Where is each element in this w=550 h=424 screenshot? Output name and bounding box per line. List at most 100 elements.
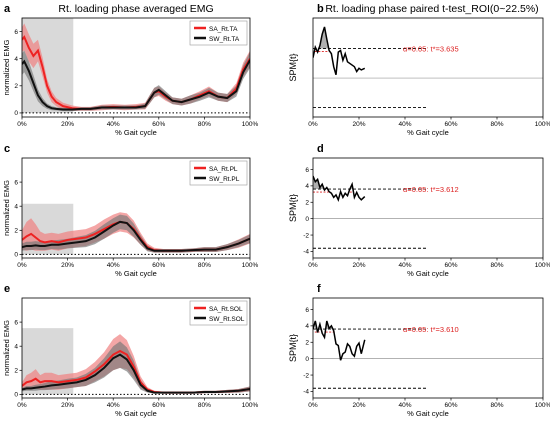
x-tick-label: 100%	[535, 402, 550, 409]
x-tick-label: 0%	[308, 262, 318, 269]
y-tick-label: 0	[305, 216, 309, 223]
x-tick-label: 20%	[61, 402, 74, 409]
left-title: Rt. loading phase averaged EMG	[58, 3, 213, 15]
threshold-label: α=0.05: t*=3.610	[403, 325, 459, 334]
axes-frame	[312, 297, 544, 399]
x-tick-label: 20%	[61, 121, 74, 128]
x-tick-label: 0%	[308, 121, 318, 128]
x-tick-label: 80%	[490, 121, 503, 128]
y-tick-label: 2	[14, 368, 18, 375]
right-title: Rt. loading phase paired t-test_ROI(0~22…	[325, 3, 538, 15]
x-tick-label: 100%	[242, 121, 259, 128]
y-tick-label: -4	[303, 389, 309, 396]
x-tick-label: 60%	[444, 121, 457, 128]
y-tick-label: 4	[14, 56, 18, 63]
panel-letter-a: a	[4, 3, 11, 15]
panel-d: d α=0.05: t*=3.612 SPM{t} 0% 20% 40% 60% 80% 100…	[288, 143, 550, 278]
y-tick-label: 2	[14, 228, 18, 235]
series-line-sw	[22, 353, 250, 394]
roi-region	[22, 18, 74, 113]
legend-box	[189, 300, 248, 326]
x-tick-label: 100%	[242, 402, 259, 409]
legend-label: SA_Rt.SOL	[209, 306, 243, 313]
legend-label: SA_Rt.TA	[209, 26, 238, 33]
legend-label: SW_Rt.SOL	[209, 316, 245, 323]
x-axis-label: % Gait cycle	[115, 409, 157, 418]
x-tick-label: 40%	[398, 121, 411, 128]
x-tick-label: 80%	[198, 402, 211, 409]
x-axis-label: % Gait cycle	[115, 269, 157, 278]
y-axis-label: normalized EMG	[2, 180, 11, 236]
sd-band-sw	[22, 341, 250, 394]
x-tick-label: 80%	[490, 262, 503, 269]
x-tick-label: 0%	[17, 121, 27, 128]
axes-frame	[312, 17, 544, 118]
y-tick-label: 6	[305, 307, 309, 314]
x-tick-label: 40%	[398, 262, 411, 269]
y-tick-label: 6	[14, 29, 18, 36]
y-axis-label: normalized EMG	[2, 320, 11, 376]
x-axis-label: % Gait cycle	[407, 269, 449, 278]
y-tick-label: 4	[14, 203, 18, 210]
x-tick-label: 20%	[352, 402, 365, 409]
y-axis-label: SPM{t}	[288, 194, 298, 222]
supra-threshold-cluster	[313, 176, 329, 190]
x-tick-label: 80%	[198, 121, 211, 128]
supra-threshold-cluster	[314, 26, 331, 49]
x-tick-label: 40%	[107, 262, 120, 269]
panel-letter-c: c	[4, 143, 10, 155]
x-tick-label: 100%	[535, 262, 550, 269]
y-tick-label: 0	[305, 356, 309, 363]
x-tick-label: 80%	[198, 262, 211, 269]
plot-area	[22, 18, 250, 114]
panel-letter-e: e	[4, 283, 10, 295]
spm-curve	[313, 175, 366, 202]
legend-box	[189, 160, 248, 186]
spm-curve	[313, 26, 366, 76]
spm-curve	[313, 320, 366, 361]
plot-area	[313, 26, 543, 108]
y-axis-label: normalized EMG	[2, 39, 11, 95]
y-tick-label: 6	[305, 167, 309, 174]
panel-letter-f: f	[317, 283, 321, 295]
x-tick-label: 100%	[242, 262, 259, 269]
legend-label: SW_Rt.PL	[209, 176, 240, 183]
legend-box	[189, 20, 248, 46]
legend-label: SA_Rt.PL	[209, 166, 238, 173]
panel-b: b α=0.05: t*=3.635 SPM{t} 0% 20% 40% 60% 80% 100…	[288, 3, 550, 137]
series-line-sw	[22, 220, 250, 252]
y-tick-label: -2	[303, 232, 309, 239]
legend: SA_Rt.TA SW_Rt.TA	[189, 20, 248, 46]
threshold-label: α=0.05: t*=3.635	[403, 45, 459, 54]
y-tick-label: -2	[303, 372, 309, 379]
x-tick-label: 60%	[152, 402, 165, 409]
threshold-label: α=0.05: t*=3.612	[403, 185, 459, 194]
x-tick-label: 40%	[398, 402, 411, 409]
plot-area	[22, 328, 250, 395]
x-tick-label: 60%	[444, 402, 457, 409]
y-axis-label: SPM{t}	[288, 53, 298, 81]
y-tick-label: 0	[14, 110, 18, 117]
x-tick-label: 40%	[107, 121, 120, 128]
panel-f: f α=0.05: t*=3.610 SPM{t} 0% 20% 40% 60% 80% 100…	[288, 283, 550, 418]
legend: SA_Rt.PL SW_Rt.PL	[189, 160, 248, 186]
panel-letter-b: b	[317, 3, 324, 15]
y-tick-label: 0	[14, 252, 18, 259]
plot-area	[22, 203, 250, 255]
axes-frame	[21, 297, 251, 399]
x-tick-label: 60%	[152, 262, 165, 269]
y-tick-label: 6	[14, 179, 18, 186]
x-axis-label: % Gait cycle	[115, 128, 157, 137]
plot-area	[313, 175, 543, 249]
y-tick-label: 4	[14, 343, 18, 350]
panel-letter-d: d	[317, 143, 324, 155]
x-tick-label: 0%	[308, 402, 318, 409]
legend-label: SW_Rt.TA	[209, 36, 240, 43]
axes-frame	[21, 157, 251, 259]
x-axis-label: % Gait cycle	[407, 128, 449, 137]
y-tick-label: 4	[305, 323, 309, 330]
x-tick-label: 80%	[490, 402, 503, 409]
y-tick-label: 6	[14, 319, 18, 326]
